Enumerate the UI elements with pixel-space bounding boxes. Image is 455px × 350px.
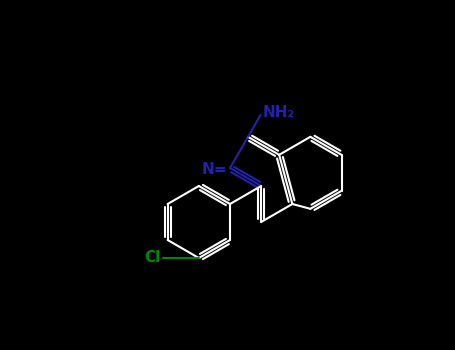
Text: N=: N= [202,162,227,177]
Text: NH₂: NH₂ [263,105,295,120]
Text: Cl: Cl [145,251,161,266]
